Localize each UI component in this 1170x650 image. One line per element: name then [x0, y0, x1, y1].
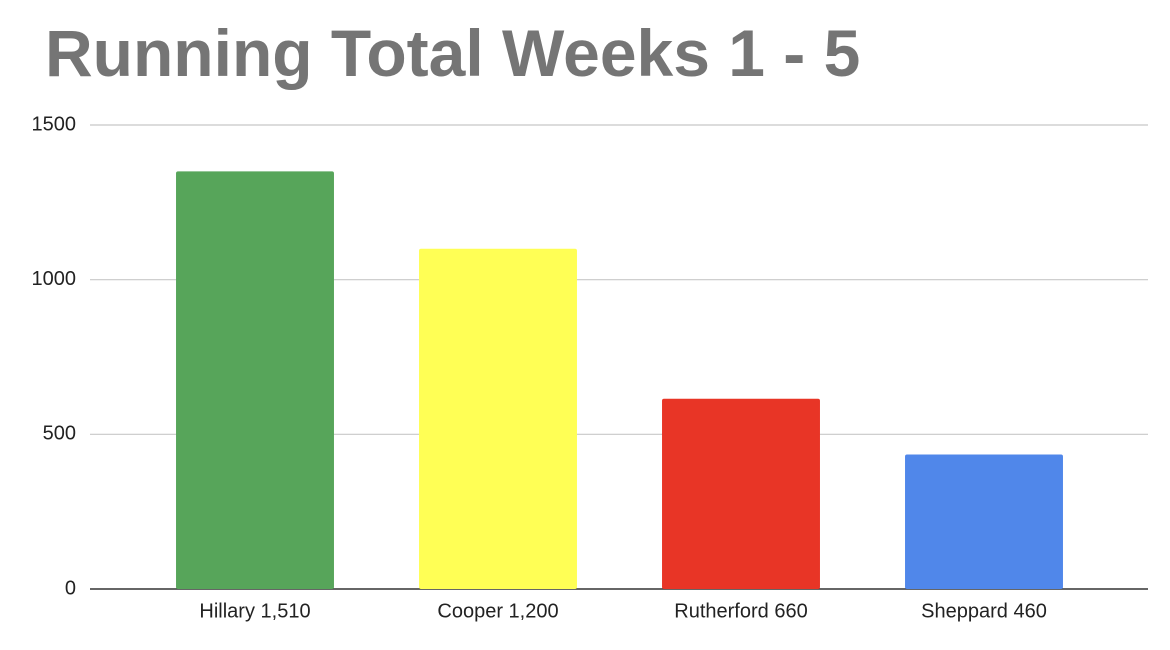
- x-tick-label: Cooper 1,200: [437, 600, 558, 622]
- y-tick-label: 1000: [32, 268, 77, 290]
- x-tick-label: Sheppard 460: [921, 600, 1047, 622]
- bar: [419, 248, 577, 589]
- y-tick-label: 0: [65, 577, 76, 599]
- y-tick-label: 500: [43, 423, 76, 445]
- x-tick-label: Hillary 1,510: [199, 600, 310, 622]
- bar: [176, 171, 334, 589]
- chart-title: Running Total Weeks 1 - 5: [45, 16, 860, 90]
- x-tick-label: Rutherford 660: [674, 600, 807, 622]
- y-tick-label: 1500: [32, 113, 77, 135]
- bar: [905, 454, 1063, 589]
- bar: [662, 398, 820, 589]
